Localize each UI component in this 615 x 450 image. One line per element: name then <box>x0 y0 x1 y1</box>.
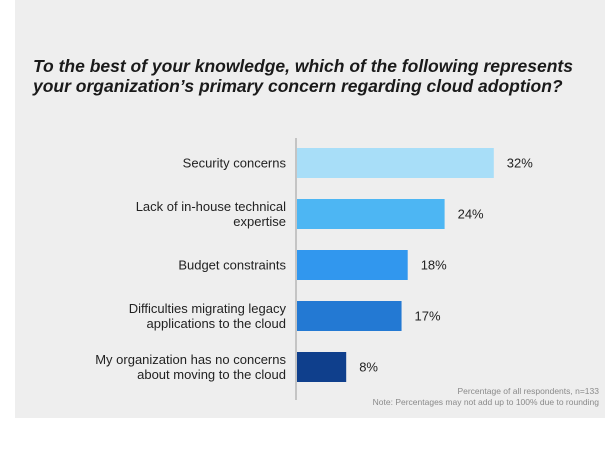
bar <box>297 148 494 178</box>
category-label: Security concerns <box>183 156 287 171</box>
category-label: applications to the cloud <box>147 316 286 331</box>
footnote: Percentage of all respondents, n=133 Not… <box>373 386 599 408</box>
category-label: Lack of in-house technical <box>136 199 286 214</box>
chart-title: To the best of your knowledge, which of … <box>33 56 573 96</box>
category-label: about moving to the cloud <box>137 367 286 382</box>
data-label: 8% <box>359 360 378 375</box>
category-label: Budget constraints <box>178 258 286 273</box>
footnote-rounding-note: Note: Percentages may not add up to 100%… <box>372 397 599 407</box>
bar <box>297 301 402 331</box>
footnote-respondents: Percentage of all respondents, n=133 <box>457 386 599 396</box>
data-label: 18% <box>421 258 447 273</box>
category-label: expertise <box>233 214 286 229</box>
data-label: 24% <box>458 207 484 222</box>
category-label: Difficulties migrating legacy <box>129 301 287 316</box>
bar <box>297 199 445 229</box>
bar <box>297 250 408 280</box>
data-label: 17% <box>415 309 441 324</box>
bar <box>297 352 347 382</box>
data-label: 32% <box>507 156 533 171</box>
category-label: My organization has no concerns <box>95 352 286 367</box>
chart-card: To the best of your knowledge, which of … <box>15 0 605 418</box>
